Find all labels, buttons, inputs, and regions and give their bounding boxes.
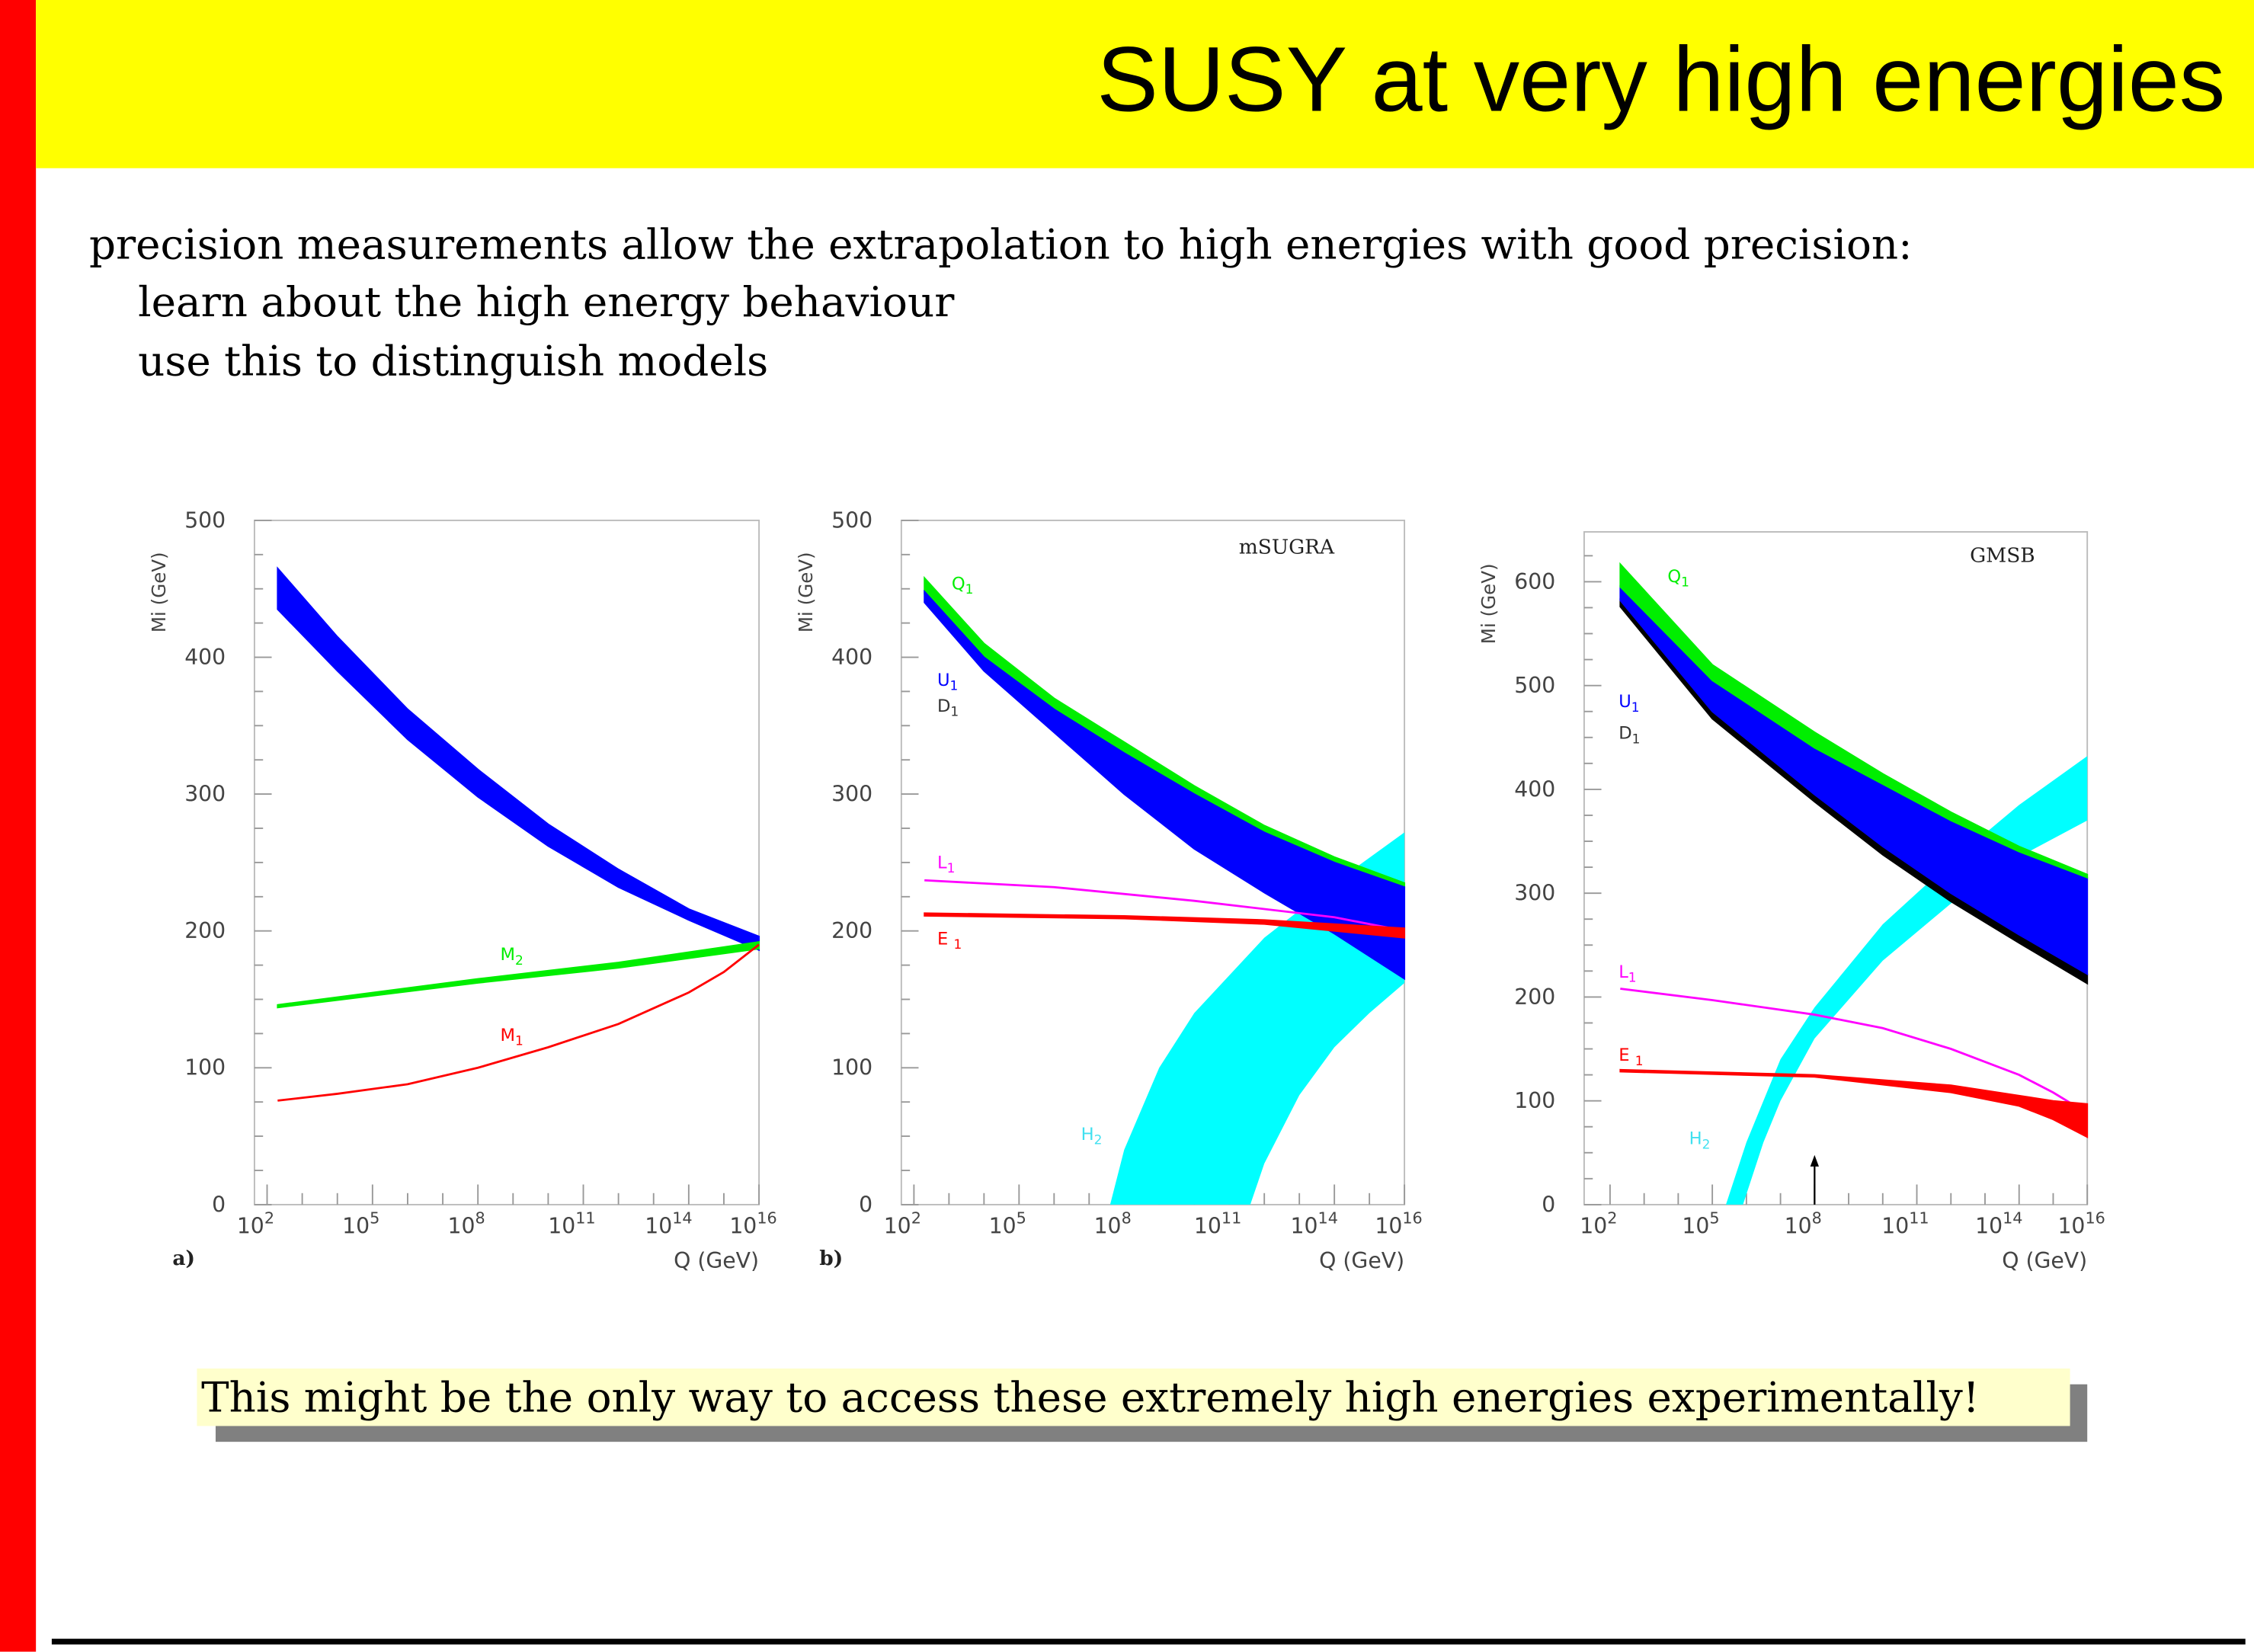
x-axis-title: Q (GeV) bbox=[2002, 1248, 2087, 1273]
x-tick-label: 1014 bbox=[645, 1209, 692, 1238]
y-tick-label: 300 bbox=[184, 782, 226, 807]
y-tick-label: 200 bbox=[184, 918, 226, 943]
y-tick-label: 200 bbox=[1514, 984, 1555, 1010]
panel-title: mSUGRA bbox=[1239, 535, 1335, 559]
x-tick-label: 102 bbox=[1580, 1209, 1617, 1238]
curve-label: Q1 bbox=[1667, 567, 1689, 591]
curve-label: M3 bbox=[501, 794, 523, 818]
intro-bullet: use this to distinguish models bbox=[138, 336, 769, 386]
y-axis-title: Mi (GeV) bbox=[148, 552, 170, 632]
curve-label: H2 bbox=[1081, 1125, 1103, 1148]
curve-l1 bbox=[1620, 988, 2088, 1115]
x-tick-label: 108 bbox=[1785, 1209, 1822, 1238]
x-tick-label: 1014 bbox=[1291, 1209, 1338, 1238]
y-tick-label: 100 bbox=[184, 1055, 226, 1081]
y-tick-label: 500 bbox=[1514, 673, 1555, 698]
curve-label: D1 bbox=[937, 696, 959, 720]
slide-title: SUSY at very high energies bbox=[1097, 27, 2226, 131]
y-tick-label: 300 bbox=[831, 782, 872, 807]
band-e1 bbox=[1619, 1068, 2089, 1138]
x-tick-label: 102 bbox=[237, 1209, 274, 1238]
panel-letter: a) bbox=[172, 1247, 195, 1270]
intro-bullet: learn about the high energy behaviour bbox=[138, 277, 955, 327]
y-tick-label: 200 bbox=[831, 918, 872, 943]
curve-label: Q1 bbox=[952, 574, 974, 597]
x-tick-label: 1011 bbox=[1194, 1209, 1241, 1238]
y-tick-label: 300 bbox=[1514, 881, 1555, 906]
curve-label: L1 bbox=[1618, 962, 1636, 986]
curve-label: M2 bbox=[501, 945, 523, 968]
chart-panel-1: 0 100 200 300 400 500 102 105 108 1011 1014 1016 Q (… bbox=[148, 507, 777, 1273]
curve-label: H2 bbox=[1689, 1129, 1711, 1153]
curve-l1 bbox=[924, 879, 1405, 933]
footer-divider bbox=[51, 1638, 2246, 1645]
panel-letter: b) bbox=[819, 1247, 843, 1270]
band-e1 bbox=[924, 912, 1406, 939]
x-tick-label: 1016 bbox=[729, 1209, 776, 1238]
x-tick-label: 105 bbox=[342, 1209, 379, 1238]
curve-label: U1 bbox=[1618, 692, 1639, 716]
y-tick-label: 400 bbox=[831, 645, 872, 670]
curve-label: L1 bbox=[937, 853, 955, 876]
x-tick-label: 102 bbox=[884, 1209, 921, 1238]
band-m2 bbox=[277, 940, 760, 1009]
y-tick-label: 100 bbox=[1514, 1088, 1555, 1113]
x-tick-label: 1016 bbox=[1375, 1209, 1422, 1238]
x-axis-title: Q (GeV) bbox=[1319, 1248, 1404, 1273]
y-tick-label: 500 bbox=[184, 507, 226, 533]
panel-title: GMSB bbox=[1970, 544, 2035, 568]
y-tick-label: 100 bbox=[831, 1055, 872, 1081]
band-q1 bbox=[1619, 562, 2089, 879]
band-u1d1 bbox=[924, 589, 1406, 981]
title-bar: SUSY at very high energies bbox=[36, 0, 2254, 168]
y-tick-label: 500 bbox=[831, 507, 872, 533]
y-tick-label: 0 bbox=[1542, 1192, 1555, 1217]
x-tick-label: 1016 bbox=[2057, 1209, 2105, 1238]
y-axis-title: Mi (GeV) bbox=[1478, 563, 1500, 644]
y-tick-label: 600 bbox=[1514, 569, 1555, 594]
curve-label: U1 bbox=[937, 671, 958, 694]
callout-box: This might be the only way to access the… bbox=[197, 1368, 2070, 1426]
chart-panel-3: 0 100 200 300 400 500 600 102 105 108 1011 1014 1016… bbox=[1478, 531, 2105, 1273]
curve-m1 bbox=[277, 943, 760, 1102]
curve-label: E 1 bbox=[1618, 1045, 1643, 1069]
plot-frame bbox=[253, 519, 760, 1205]
y-tick-label: 400 bbox=[1514, 776, 1555, 802]
x-axis-title: Q (GeV) bbox=[674, 1248, 759, 1273]
x-tick-label: 108 bbox=[1094, 1209, 1132, 1238]
curve-label: E 1 bbox=[937, 929, 962, 952]
x-tick-label: 105 bbox=[1682, 1209, 1719, 1238]
y-tick-label: 0 bbox=[859, 1192, 872, 1217]
accent-bar bbox=[0, 0, 37, 1652]
band-m3 bbox=[277, 566, 760, 952]
x-tick-label: 105 bbox=[989, 1209, 1026, 1238]
x-tick-label: 108 bbox=[447, 1209, 485, 1238]
intro-line: precision measurements allow the extrapo… bbox=[88, 219, 1913, 269]
y-tick-label: 400 bbox=[184, 645, 226, 670]
y-tick-label: 0 bbox=[212, 1192, 226, 1217]
x-tick-label: 1011 bbox=[1881, 1209, 1929, 1238]
curve-label: M1 bbox=[501, 1026, 523, 1049]
y-axis-title: Mi (GeV) bbox=[795, 552, 817, 632]
chart-panel-2: 0 100 200 300 400 500 102 105 108 1011 1014 1016 Q (… bbox=[795, 507, 1423, 1273]
curve-label: D1 bbox=[1618, 724, 1640, 748]
arrow-head-icon bbox=[1810, 1154, 1819, 1167]
x-tick-label: 1014 bbox=[1975, 1209, 2022, 1238]
x-tick-label: 1011 bbox=[548, 1209, 595, 1238]
